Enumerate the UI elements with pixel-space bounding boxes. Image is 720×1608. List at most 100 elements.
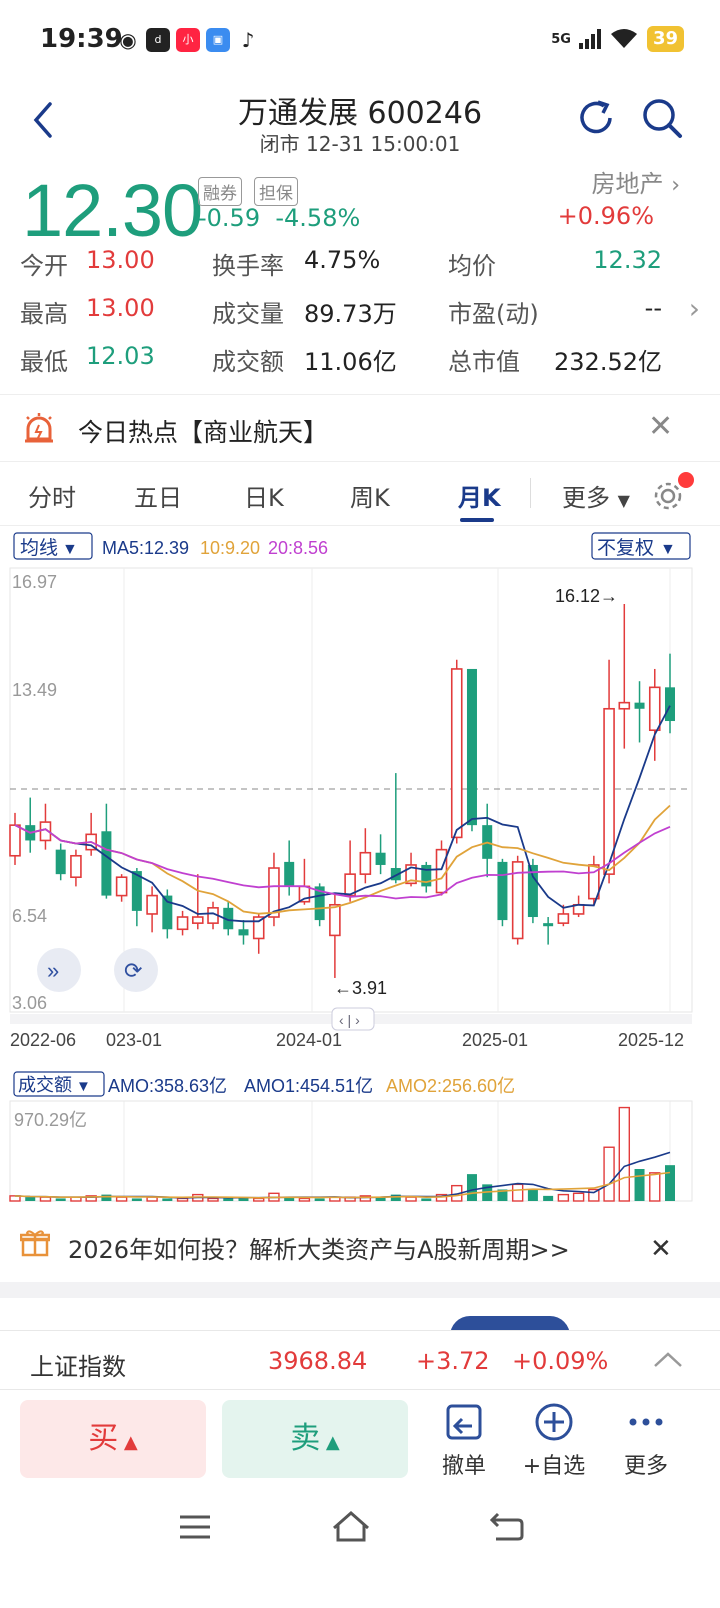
volume-selector[interactable]: 成交额 ▼ (18, 1075, 91, 1095)
candle-body (252, 916, 265, 940)
volume-selector-label: 成交额 (18, 1075, 72, 1095)
stat-label: 今开 (20, 252, 68, 280)
max-price-label: 16.12→ (555, 586, 618, 606)
volume-bar (435, 1193, 448, 1202)
scroll-handle[interactable] (331, 1007, 375, 1031)
market-cap-value: 232.52亿 (554, 348, 662, 376)
volume-bar (557, 1193, 570, 1202)
volume-bar (511, 1183, 524, 1202)
volume-bar (543, 1195, 554, 1201)
stat-label: 均价 (448, 252, 496, 280)
kline-chart-panel[interactable]: 均线 ▼ MA5:12.39 10:9.20 20:8.56 不复权 ▼ 16.97… (0, 526, 720, 1206)
volume-bar (176, 1197, 189, 1202)
app-icon: ▣ (206, 28, 230, 52)
caret-down-icon: ▼ (617, 491, 630, 510)
ma-line (14, 804, 671, 915)
cancel-order-label: 撤单 (441, 1454, 486, 1479)
refresh-icon[interactable] (574, 96, 618, 140)
tab-five-day[interactable]: 五日 (134, 484, 182, 512)
stat-label: 市盈(动) (448, 300, 539, 328)
cancel-order-button[interactable]: 撤单 (424, 1402, 504, 1480)
price-change: -0.59 -4.58% (198, 204, 360, 232)
battery-icon: 39 (646, 26, 684, 52)
caret-down-icon: ▼ (62, 541, 78, 558)
candle-body (9, 824, 21, 857)
chevron-up-icon[interactable] (652, 1349, 684, 1371)
change-percent: -4.58% (275, 204, 361, 232)
kline-chart[interactable]: 均线 ▼ MA5:12.39 10:9.20 20:8.56 不复权 ▼ 16.97… (0, 526, 720, 1206)
volume-bar (405, 1196, 417, 1202)
market-status: 闭市 12-31 15:00:01 (259, 132, 461, 156)
tab-divider (530, 478, 531, 508)
candle-body (359, 851, 372, 875)
volume-bar (649, 1172, 661, 1202)
volume-bar (375, 1197, 386, 1201)
promo-banner[interactable]: 2026年如何投？解析大类资产与A股新周期>> ✕ (0, 1208, 720, 1282)
volume-bar (421, 1198, 432, 1201)
add-watchlist-label: +自选 (522, 1454, 586, 1479)
candle-body (131, 871, 142, 911)
sector-change: +0.96% (557, 202, 654, 230)
tab-daily[interactable]: 日K (244, 484, 284, 512)
buy-button[interactable]: 买 ▲ (20, 1400, 206, 1478)
ma-selector[interactable]: 均线 ▼ (20, 537, 78, 559)
tab-monthly[interactable]: 月K (458, 484, 501, 512)
tab-weekly[interactable]: 周K (350, 484, 390, 512)
tab-intraday[interactable]: 分时 (28, 484, 76, 512)
home-icon[interactable] (330, 1508, 372, 1544)
index-ticker-bar[interactable]: 上证指数 3968.84 +3.72 +0.09% (0, 1330, 720, 1390)
volume-bar (618, 1106, 631, 1202)
alarm-icon (25, 413, 53, 443)
candle-body (557, 913, 570, 924)
candle-body (115, 876, 128, 897)
candle-body (543, 923, 554, 927)
volume-max-label: 970.29亿 (14, 1110, 87, 1130)
weibo-icon: ◉ (119, 28, 137, 52)
more-button[interactable]: 更多 (606, 1402, 686, 1480)
double-chevron-icon: » (47, 958, 59, 983)
adjust-selector-box[interactable] (591, 532, 691, 560)
back-nav-icon[interactable] (488, 1510, 526, 1542)
volume-bar (298, 1197, 311, 1202)
sell-button[interactable]: 卖 ▲ (222, 1400, 408, 1478)
candle-body (466, 668, 477, 826)
sector-link[interactable]: 房地产 › (592, 164, 680, 199)
volume-bar (39, 1196, 52, 1202)
back-icon[interactable] (28, 100, 58, 140)
tab-more[interactable]: 更多 ▼ (562, 478, 630, 513)
caret-down-icon: ▼ (76, 1078, 91, 1095)
triangle-up-icon: ▲ (320, 1432, 340, 1453)
volume-selector-box[interactable] (13, 1071, 105, 1097)
candle-body (344, 873, 356, 897)
open-value: 13.00 (86, 246, 155, 274)
candle-body (665, 687, 675, 722)
hot-topic-bar[interactable]: 今日热点【商业航天】 ✕ (0, 394, 720, 462)
close-icon[interactable]: ✕ (650, 1234, 672, 1264)
x-label: 2025-01 (462, 1030, 528, 1050)
candle-body (435, 848, 448, 894)
ma-selector-box[interactable] (13, 532, 93, 560)
stat-label: 换手率 (212, 252, 284, 280)
add-watchlist-button[interactable]: +自选 (514, 1402, 594, 1480)
rotate-button[interactable] (114, 948, 158, 992)
volume-bar (634, 1169, 645, 1201)
status-bar: 19:39 ◉ d 小 ▣ ♪ 5G 39 (0, 0, 720, 80)
clock: 19:39 (40, 24, 123, 54)
candle-body (55, 849, 66, 875)
system-nav-bar (0, 1492, 720, 1608)
search-icon[interactable] (638, 94, 686, 142)
y-label-bottom: 3.06 (12, 993, 47, 1013)
close-icon[interactable]: ✕ (648, 409, 674, 444)
volume-bar (25, 1197, 36, 1201)
adjust-selector[interactable]: 不复权 ▼ (597, 537, 676, 559)
ma-line (14, 824, 671, 900)
expand-stats-icon[interactable]: › (688, 292, 700, 325)
menu-icon[interactable] (178, 1512, 212, 1542)
stats-row: 今开 13.00 换手率 4.75% 均价 12.32 (20, 246, 700, 294)
volume-bar (131, 1198, 142, 1201)
stat-label: 最高 (20, 300, 68, 328)
x-label: 2025-12 (618, 1030, 684, 1050)
expand-chart-button[interactable] (37, 948, 81, 992)
settings-icon[interactable] (652, 480, 684, 512)
amo2-legend: AMO2:256.60亿 (386, 1076, 515, 1096)
